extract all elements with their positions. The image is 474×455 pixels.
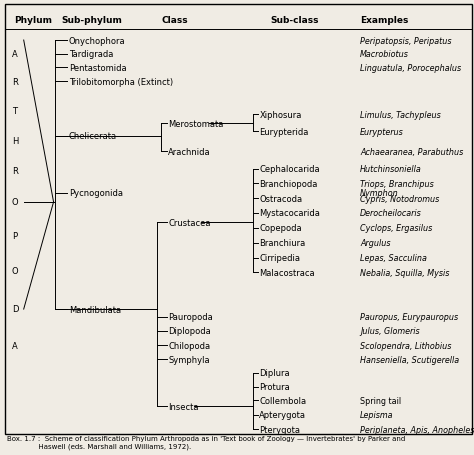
Text: Apterygota: Apterygota [259, 410, 306, 420]
Text: Cephalocarida: Cephalocarida [259, 165, 320, 174]
Text: Protura: Protura [259, 382, 290, 391]
Text: Cirripedia: Cirripedia [259, 253, 300, 263]
Text: Sub-phylum: Sub-phylum [62, 16, 122, 25]
Text: Ostracoda: Ostracoda [259, 194, 302, 203]
Text: Nymphon: Nymphon [360, 189, 399, 198]
Text: Pentastomida: Pentastomida [69, 64, 127, 73]
Text: A: A [12, 341, 18, 350]
Text: Macrobiotus: Macrobiotus [360, 50, 409, 59]
Text: Nebalia, Squilla, Mysis: Nebalia, Squilla, Mysis [360, 268, 450, 277]
Text: Collembola: Collembola [259, 396, 306, 405]
Text: T: T [12, 107, 17, 116]
Text: A: A [12, 50, 18, 59]
Text: Julus, Glomeris: Julus, Glomeris [360, 327, 420, 336]
Text: R: R [12, 77, 18, 86]
Text: Hanseniella, Scutigerella: Hanseniella, Scutigerella [360, 355, 459, 364]
Text: Periplaneta, Apis, Anopheles: Periplaneta, Apis, Anopheles [360, 425, 474, 434]
Text: Eurypterus: Eurypterus [360, 127, 404, 136]
Text: Mandibulata: Mandibulata [69, 305, 121, 314]
Text: Arachnida: Arachnida [168, 147, 211, 157]
Text: Pterygota: Pterygota [259, 425, 300, 434]
Text: Limulus, Tachypleus: Limulus, Tachypleus [360, 111, 441, 120]
Text: Lepisma: Lepisma [360, 410, 394, 420]
Text: Peripatopsis, Peripatus: Peripatopsis, Peripatus [360, 36, 452, 46]
Text: Derocheilocaris: Derocheilocaris [360, 209, 422, 218]
Text: Xiphosura: Xiphosura [259, 111, 301, 120]
Text: Scolopendra, Lithobius: Scolopendra, Lithobius [360, 341, 452, 350]
Text: Achaearanea, Parabuthus: Achaearanea, Parabuthus [360, 147, 464, 157]
Text: Sub-class: Sub-class [270, 16, 319, 25]
Text: Insecta: Insecta [168, 402, 199, 411]
Text: D: D [12, 304, 18, 313]
Text: Haswell (eds. Marshall and Williams, 1972).: Haswell (eds. Marshall and Williams, 197… [7, 443, 191, 449]
Text: Eurypterida: Eurypterida [259, 127, 309, 136]
Text: O: O [12, 266, 18, 275]
Text: Cypris, Notodromus: Cypris, Notodromus [360, 194, 439, 203]
Text: Copepoda: Copepoda [259, 224, 302, 233]
Text: H: H [12, 136, 18, 146]
Text: Merostomata: Merostomata [168, 119, 224, 128]
Text: Phylum: Phylum [14, 16, 52, 25]
Text: Argulus: Argulus [360, 238, 391, 248]
Text: Chilopoda: Chilopoda [168, 341, 210, 350]
Text: Malacostraca: Malacostraca [259, 268, 315, 277]
Text: Class: Class [161, 16, 188, 25]
Text: Mystacocarida: Mystacocarida [259, 209, 320, 218]
Text: Triops, Branchipus: Triops, Branchipus [360, 179, 434, 188]
Text: Linguatula, Porocephalus: Linguatula, Porocephalus [360, 64, 461, 73]
Text: Pycnogonida: Pycnogonida [69, 189, 123, 198]
Text: Box. 1.7 :  Scheme of classification Phylum Arthropoda as in 'Text book of Zoolo: Box. 1.7 : Scheme of classification Phyl… [7, 435, 405, 441]
Text: Branchiopoda: Branchiopoda [259, 179, 318, 188]
Text: Diplopoda: Diplopoda [168, 327, 211, 336]
Text: Lepas, Sacculina: Lepas, Sacculina [360, 253, 427, 263]
Text: Pauropoda: Pauropoda [168, 313, 213, 322]
Text: Cyclops, Ergasilus: Cyclops, Ergasilus [360, 224, 432, 233]
Text: Examples: Examples [360, 16, 409, 25]
Text: R: R [12, 166, 18, 175]
Text: Pauropus, Eurypauropus: Pauropus, Eurypauropus [360, 313, 458, 322]
Text: Chelicerata: Chelicerata [69, 132, 117, 141]
Text: Hutchinsoniella: Hutchinsoniella [360, 165, 422, 174]
Text: Symphyla: Symphyla [168, 355, 210, 364]
Text: Trilobitomorpha (Extinct): Trilobitomorpha (Extinct) [69, 77, 173, 86]
Text: Onychophora: Onychophora [69, 36, 125, 46]
Text: O: O [12, 198, 18, 207]
Text: Crustacea: Crustacea [168, 218, 211, 228]
Text: Spring tail: Spring tail [360, 396, 401, 405]
Text: P: P [12, 231, 17, 240]
Text: Branchiura: Branchiura [259, 238, 306, 248]
Text: Diplura: Diplura [259, 369, 290, 378]
Text: Tardigrada: Tardigrada [69, 50, 113, 59]
